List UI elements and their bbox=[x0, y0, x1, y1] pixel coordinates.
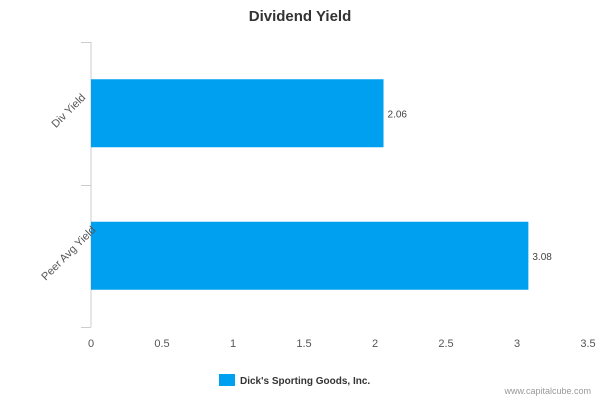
x-tick-label: 2.5 bbox=[438, 338, 453, 350]
x-tick-label: 1 bbox=[230, 338, 236, 350]
x-tick-label: 0.5 bbox=[154, 338, 169, 350]
chart-legend[interactable]: Dick's Sporting Goods, Inc. bbox=[219, 374, 370, 387]
x-tick-label: 3 bbox=[514, 338, 520, 350]
bar-peer-avg-yield[interactable] bbox=[91, 221, 529, 290]
data-label: 2.06 bbox=[388, 109, 408, 120]
category-label: Peer Avg Yield bbox=[39, 224, 98, 283]
x-tick-label: 0 bbox=[88, 338, 94, 350]
bar-div-yield[interactable] bbox=[91, 79, 384, 148]
legend-swatch[interactable] bbox=[219, 374, 235, 386]
x-tick-label: 3.5 bbox=[580, 338, 595, 350]
x-axis-ticks: 0 0.5 1 1.5 2 2.5 3 3.5 bbox=[88, 338, 596, 350]
chart-bars: 2.06 Div Yield 3.08 Peer Avg Yield bbox=[39, 79, 552, 290]
legend-label[interactable]: Dick's Sporting Goods, Inc. bbox=[240, 376, 370, 387]
capitalcube-credit: www.capitalcube.com bbox=[503, 386, 591, 396]
data-label: 3.08 bbox=[532, 252, 552, 263]
chart-title: Dividend Yield bbox=[249, 8, 352, 25]
x-tick-label: 2 bbox=[372, 338, 378, 350]
x-tick-label: 1.5 bbox=[296, 338, 311, 350]
chart-axes bbox=[81, 42, 92, 328]
category-label: Div Yield bbox=[50, 92, 89, 131]
